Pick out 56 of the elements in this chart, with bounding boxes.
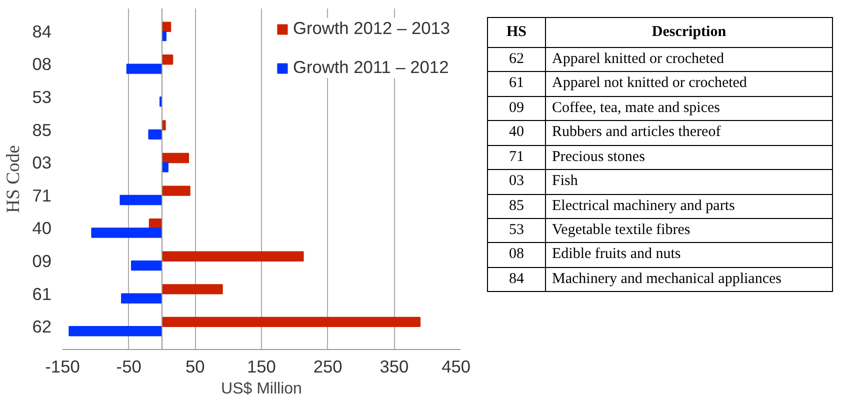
x-tick-label: 50 xyxy=(186,356,205,376)
x-tick-label: 150 xyxy=(247,356,276,376)
bar xyxy=(162,316,421,328)
bar xyxy=(91,228,162,238)
x-tick-label: 250 xyxy=(313,356,342,376)
bar xyxy=(126,64,162,74)
text: 84 xyxy=(488,267,546,292)
bar xyxy=(130,260,162,271)
y-tick-label: 40 xyxy=(32,218,52,238)
text: 71 xyxy=(488,145,546,170)
text: Coffee, tea, mate and spices xyxy=(546,96,832,121)
text: HS xyxy=(488,18,546,48)
text: Vegetable textile fibres xyxy=(546,218,832,243)
y-axis-title: HS Code xyxy=(3,145,24,213)
bar xyxy=(162,152,190,164)
bar xyxy=(68,326,162,336)
y-tick-label: 84 xyxy=(32,21,52,42)
y-tick-label: 85 xyxy=(32,120,52,140)
text: 62 xyxy=(488,48,546,72)
text: 40 xyxy=(488,120,546,146)
text: Precious stones xyxy=(546,145,832,170)
bar xyxy=(162,54,174,65)
bar xyxy=(121,293,162,304)
text: Rubbers and articles thereof xyxy=(546,120,832,146)
legend-label: Growth 2011 – 2012 xyxy=(292,57,449,78)
text: 85 xyxy=(488,194,546,218)
y-tick-label: 61 xyxy=(32,284,52,304)
y-tick-label: 08 xyxy=(32,54,52,74)
x-tick-label: -50 xyxy=(116,356,142,376)
x-tick-label: -150 xyxy=(45,356,80,376)
bar xyxy=(162,251,304,262)
bar xyxy=(162,284,223,294)
text: 09 xyxy=(488,96,546,121)
text: Description xyxy=(546,18,832,48)
bar xyxy=(120,194,162,206)
y-tick-label: 71 xyxy=(32,185,52,206)
text: Edible fruits and nuts xyxy=(546,242,832,268)
text: Apparel knitted or crocheted xyxy=(546,48,832,72)
y-tick-label: 62 xyxy=(32,316,52,337)
x-tick-label: 350 xyxy=(380,356,409,376)
y-tick-label: 09 xyxy=(32,250,52,271)
bar xyxy=(148,129,162,140)
bar xyxy=(162,186,190,196)
text: Electrical machinery and parts xyxy=(546,194,832,218)
text: 08 xyxy=(488,242,546,268)
text: 61 xyxy=(488,72,546,96)
text: 53 xyxy=(488,218,546,243)
text: Apparel not knitted or crocheted xyxy=(546,72,832,96)
x-axis-title: US$ Million xyxy=(221,380,302,398)
y-tick-label: 53 xyxy=(32,87,52,108)
x-tick-label: 450 xyxy=(442,356,471,376)
y-tick-label: 03 xyxy=(32,152,52,173)
text: Machinery and mechanical appliances xyxy=(546,267,832,292)
text: Fish xyxy=(546,170,832,194)
text: 03 xyxy=(488,170,546,194)
legend-label: Growth 2012 – 2013 xyxy=(292,18,450,39)
